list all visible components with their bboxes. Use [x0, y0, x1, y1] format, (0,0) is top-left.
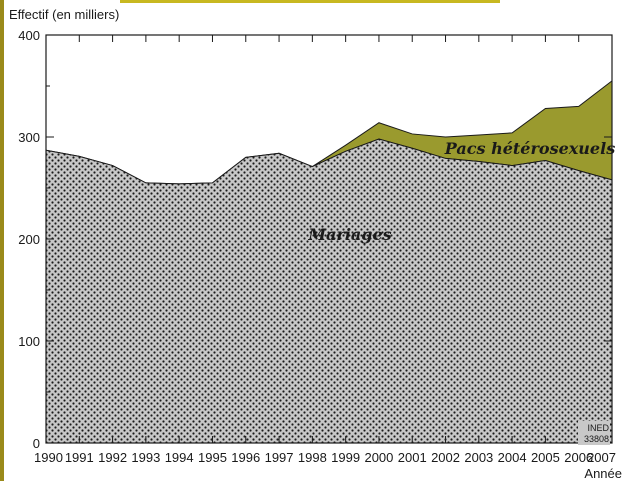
- y-tick-label: 300: [18, 130, 40, 145]
- top-title-remnant: [120, 0, 500, 3]
- y-tick-label: 200: [18, 232, 40, 247]
- x-tick-label: 2003: [464, 450, 493, 465]
- x-tick-label: 1997: [265, 450, 294, 465]
- x-tick-label: 1998: [298, 450, 327, 465]
- y-tick-label: 0: [33, 436, 40, 451]
- x-tick-label: 2006: [564, 450, 593, 465]
- left-edge-band: [0, 0, 4, 481]
- x-tick-label: 2005: [531, 450, 560, 465]
- x-tick-label: 1999: [331, 450, 360, 465]
- credit-line-2: 33808: [584, 434, 609, 444]
- x-tick-label: 1994: [165, 450, 194, 465]
- credit-line-1: INED: [587, 423, 609, 433]
- x-tick-label: 2001: [398, 450, 427, 465]
- x-tick-label: 1990: [34, 450, 63, 465]
- x-tick-label: 2000: [364, 450, 393, 465]
- area-mariages: [45, 138, 613, 444]
- x-tick-label: 1995: [198, 450, 227, 465]
- x-tick-label: 2007: [587, 450, 616, 465]
- x-tick-label: 2002: [431, 450, 460, 465]
- x-axis-title: Année: [584, 466, 622, 481]
- x-tick-label: 2004: [498, 450, 527, 465]
- x-tick-label: 1992: [98, 450, 127, 465]
- x-tick-label: 1991: [65, 450, 94, 465]
- y-tick-label: 100: [18, 334, 40, 349]
- series-label-mariages: Mariages: [307, 225, 391, 244]
- x-tick-label: 1996: [231, 450, 260, 465]
- x-tick-label: 1993: [131, 450, 160, 465]
- y-tick-label: 400: [18, 28, 40, 43]
- series-label-pacs: Pacs hétérosexuels: [444, 139, 615, 158]
- y-axis-title: Effectif (en milliers): [9, 7, 119, 22]
- credit-box: INED 33808: [578, 421, 610, 445]
